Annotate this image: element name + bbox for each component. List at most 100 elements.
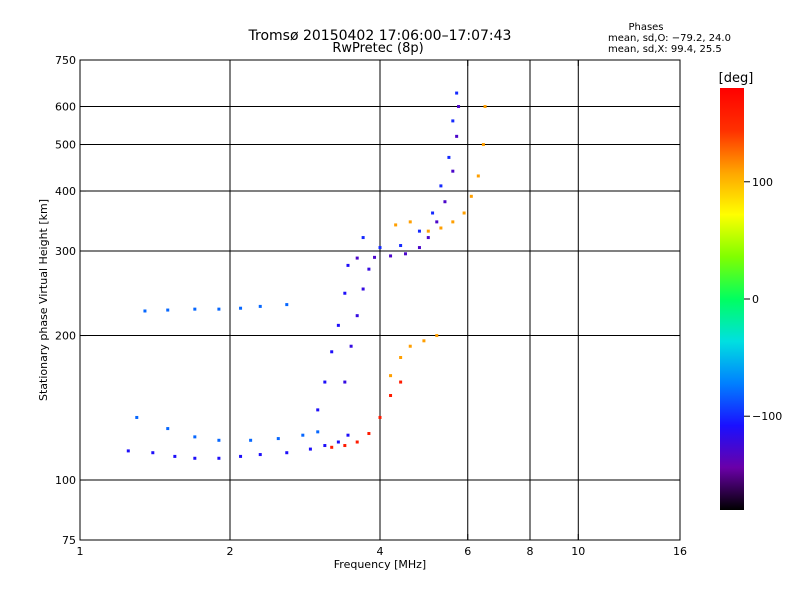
phases-box-line-x: mean, sd,X: 99.4, 25.5 (608, 44, 722, 55)
data-point (483, 105, 487, 109)
colorbar-tick-label: −100 (752, 410, 782, 423)
colorbar-label: [deg] (719, 71, 754, 86)
data-point (346, 263, 350, 267)
data-point (258, 304, 262, 308)
x-tick-label: 6 (464, 545, 471, 558)
data-point (455, 91, 459, 95)
data-point (367, 267, 371, 271)
data-point (389, 254, 393, 258)
data-point (330, 350, 334, 354)
data-point (316, 430, 320, 434)
data-point (126, 449, 130, 453)
data-point (451, 169, 455, 173)
data-point (435, 334, 439, 338)
data-point (431, 211, 435, 215)
colorbar-tick-label: 0 (752, 293, 759, 306)
data-point (330, 445, 334, 449)
data-point (361, 236, 365, 240)
data-point (285, 451, 289, 455)
ticks (79, 59, 681, 541)
data-point (367, 432, 371, 436)
y-tick-label: 200 (55, 330, 76, 343)
y-axis-label: Stationary phase Virtual Height [km] (37, 199, 50, 401)
data-point (343, 291, 347, 295)
x-tick-label: 8 (527, 545, 534, 558)
data-point (403, 252, 407, 256)
data-point (239, 454, 243, 458)
data-point (276, 437, 280, 441)
data-point (316, 408, 320, 412)
data-point (217, 456, 221, 460)
data-point (389, 374, 393, 378)
data-point (151, 451, 155, 455)
data-point (457, 105, 461, 109)
data-point (258, 453, 262, 457)
data-point (476, 174, 480, 178)
data-point (355, 314, 359, 318)
x-tick-label: 10 (571, 545, 585, 558)
grid (80, 60, 680, 540)
data-point (373, 255, 377, 259)
data-point (193, 307, 197, 311)
x-tick-label: 4 (377, 545, 384, 558)
x-tick-label: 16 (673, 545, 687, 558)
data-point (166, 427, 170, 431)
data-point (193, 456, 197, 460)
y-tick-label: 500 (55, 139, 76, 152)
x-tick-label: 1 (77, 545, 84, 558)
data-point (439, 184, 443, 188)
data-point (336, 323, 340, 327)
data-point (355, 440, 359, 444)
x-tick-labels: 1 2 4 6 8 10 16 (77, 545, 688, 558)
data-point (378, 246, 382, 250)
data-point (408, 344, 412, 348)
y-tick-label: 75 (62, 534, 76, 547)
data-point (394, 223, 398, 227)
data-point (417, 246, 421, 250)
data-point (343, 444, 347, 448)
data-point (481, 143, 485, 147)
data-point (346, 433, 350, 437)
y-tick-label: 100 (55, 474, 76, 487)
data-point (399, 380, 403, 384)
chart-title: Tromsø 20150402 17:06:00–17:07:43 (248, 28, 512, 44)
y-tick-label: 400 (55, 185, 76, 198)
data-point (426, 229, 430, 233)
data-point (285, 303, 289, 307)
y-tick-label: 300 (55, 245, 76, 258)
data-point (417, 229, 421, 233)
y-tick-label: 750 (55, 54, 76, 67)
colorbar-tick-label: 100 (752, 176, 773, 189)
x-axis-label: Frequency [MHz] (334, 558, 426, 571)
data-point (455, 134, 459, 138)
phases-box-line-o: mean, sd,O: −79.2, 24.0 (608, 33, 731, 44)
data-point (451, 119, 455, 123)
data-point (378, 415, 382, 419)
data-point (399, 355, 403, 359)
data-point (399, 244, 403, 248)
data-point (217, 438, 221, 442)
data-point (166, 308, 170, 312)
data-point (426, 236, 430, 240)
data-point (443, 200, 447, 204)
data-point (239, 306, 243, 310)
data-point (422, 339, 426, 343)
data-point (135, 415, 139, 419)
data-point (349, 344, 353, 348)
data-point (439, 226, 443, 230)
y-tick-label: 600 (55, 101, 76, 114)
data-point (323, 380, 327, 384)
data-point (462, 211, 466, 215)
data-point (301, 433, 305, 437)
data-point (469, 194, 473, 198)
data-point (193, 435, 197, 439)
colorbar (720, 88, 744, 510)
data-point (173, 454, 177, 458)
y-tick-labels: 75 100 200 300 400 500 600 750 (55, 54, 76, 547)
data-point (361, 287, 365, 291)
data-point (343, 380, 347, 384)
data-point (323, 444, 327, 448)
data-point (217, 307, 221, 311)
